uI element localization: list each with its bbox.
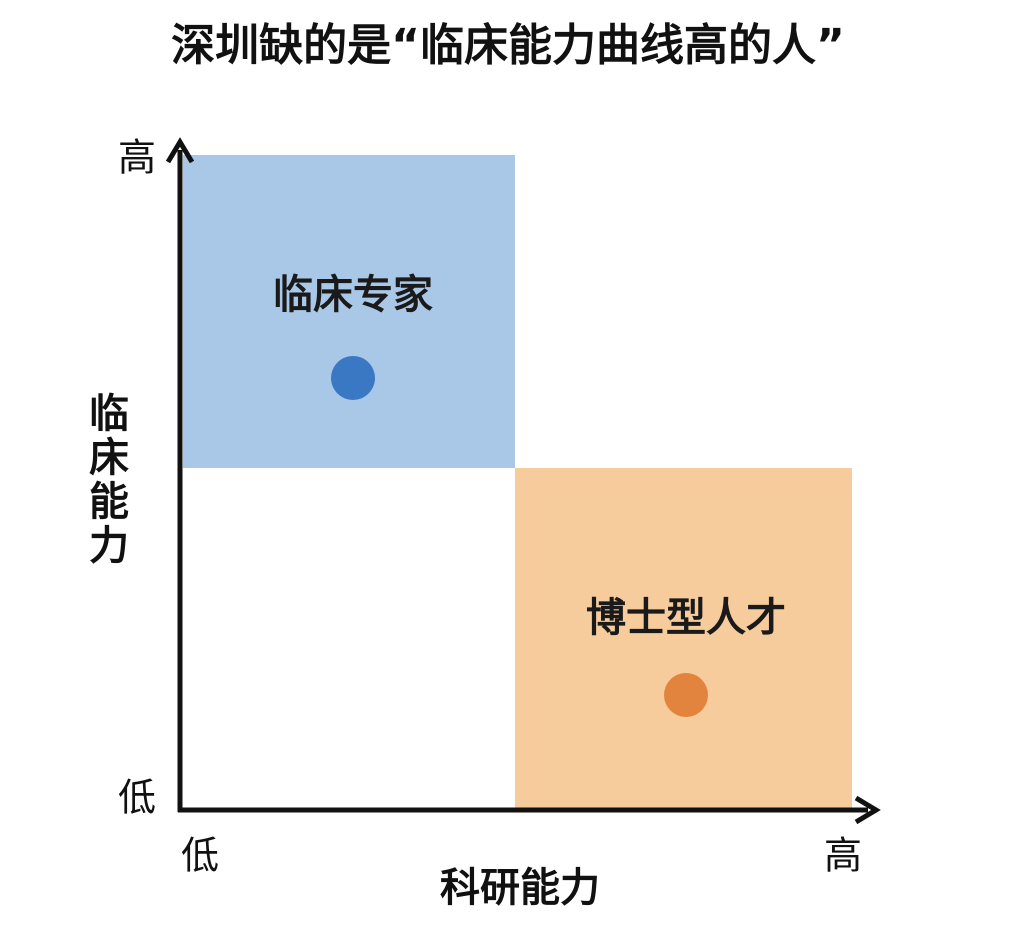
- x-low: 低: [181, 834, 219, 878]
- clinical-dot: [331, 356, 375, 400]
- research-quadrant: [515, 468, 852, 808]
- y-low: 低: [118, 776, 156, 820]
- x-axis-label: 科研能力: [440, 865, 600, 911]
- x-high: 高: [824, 834, 862, 878]
- quadrant-label: 临床专家: [273, 272, 433, 318]
- title: 深圳缺的是“临床能力曲线高的人”: [171, 20, 845, 71]
- y-high: 高: [118, 136, 156, 180]
- y-arrow: [165, 137, 195, 164]
- research-dot: [664, 673, 708, 717]
- clinical-quadrant: [183, 155, 515, 468]
- x-arrow: [854, 795, 881, 825]
- y-axis-label: 临床能力: [82, 392, 129, 568]
- quadrant-label: 博士型人才: [586, 595, 786, 641]
